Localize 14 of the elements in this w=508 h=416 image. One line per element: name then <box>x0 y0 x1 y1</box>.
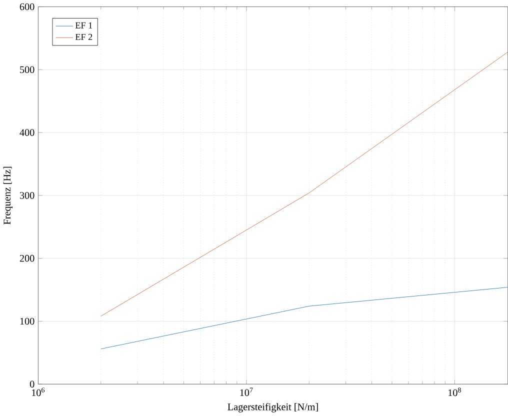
x-tick-label: 10$^{6}$ <box>32 388 45 396</box>
y-axis-title: Frequenz [Hz] <box>3 167 13 225</box>
y-tick-label: 400 <box>20 129 34 136</box>
x-tick-label: 10$^{7}$ <box>240 388 253 396</box>
legend-label: EF 1 <box>75 22 92 28</box>
y-tick-label: 0 <box>30 380 34 388</box>
x-axis-title: Lagersteifigkeit [N/m] <box>228 403 318 413</box>
legend-label: EF 2 <box>75 34 92 40</box>
y-tick-label: 100 <box>20 318 34 325</box>
y-tick-label: 600 <box>20 3 34 10</box>
y-tick-label: 500 <box>20 66 34 74</box>
x-tick-label: 10$^{8}$ <box>448 388 461 396</box>
y-tick-label: 300 <box>20 192 34 199</box>
y-tick-label: 200 <box>20 255 34 262</box>
